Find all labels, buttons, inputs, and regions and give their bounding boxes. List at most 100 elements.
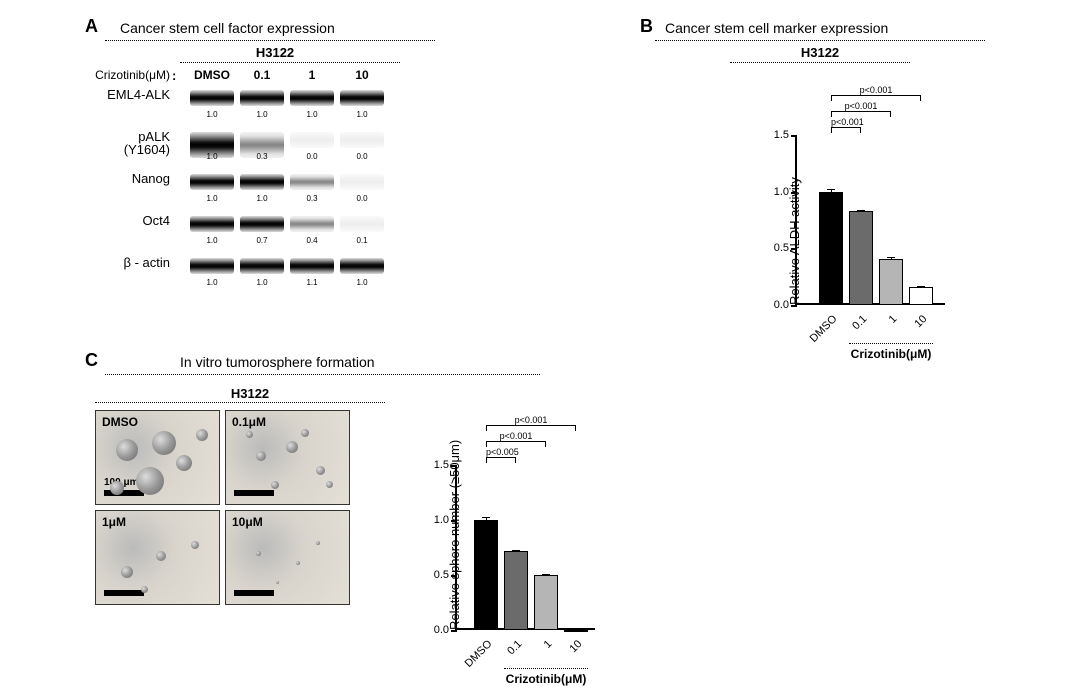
panel-c-cellline-underline: [95, 402, 385, 403]
wb-quantification: 0.0: [340, 152, 384, 161]
panel-c-cellline: H3122: [220, 386, 280, 401]
p-bracket: [831, 127, 861, 128]
tumorosphere-shape: [316, 541, 320, 545]
wb-band: [340, 90, 384, 106]
panel-a-underline: [105, 40, 435, 41]
tumorosphere-shape: [256, 451, 266, 461]
colon: :: [172, 68, 176, 83]
p-value-label: p<0.005: [486, 447, 516, 457]
chart-frame: 0.00.51.01.5Relative sphere number (≥50μ…: [455, 465, 595, 630]
bar: [564, 630, 588, 632]
tumorosphere-shape: [301, 429, 309, 437]
wb-band: [240, 174, 284, 190]
wb-quantification: 0.1: [340, 236, 384, 245]
panel-b-cellline-underline: [730, 62, 910, 63]
scale-bar: [234, 590, 274, 596]
error-cap: [857, 210, 865, 211]
panel-a-cellline-underline: [180, 62, 400, 63]
wb-quantification: 1.0: [240, 194, 284, 203]
x-category-label: 10: [548, 638, 585, 675]
wb-quantification: 1.0: [190, 110, 234, 119]
wb-quantification: 1.0: [190, 236, 234, 245]
bar: [474, 520, 498, 630]
bar: [849, 211, 873, 305]
lane-label: 1: [290, 68, 334, 82]
panel-c-underline: [105, 374, 540, 375]
micrograph: 10μM: [225, 510, 350, 605]
bar: [879, 259, 903, 305]
panel-c-title: In vitro tumorosphere formation: [180, 354, 375, 370]
y-axis-label: Relative sphere number (≥50μm): [447, 440, 462, 630]
wb-band: [240, 258, 284, 274]
panel-a-label: A: [85, 16, 98, 37]
x-category-label: DMSO: [803, 313, 840, 350]
error-cap: [482, 517, 490, 518]
wb-band: [290, 132, 334, 148]
tumorosphere-shape: [156, 551, 166, 561]
micrograph: 0.1μM: [225, 410, 350, 505]
x-category-label: 10: [893, 313, 930, 350]
micrograph: 1μM: [95, 510, 220, 605]
tumorosphere-shape: [246, 431, 253, 438]
wb-quantification: 0.3: [290, 194, 334, 203]
error-cap: [827, 189, 835, 190]
micrograph-label: DMSO: [102, 415, 138, 429]
tumorosphere-bar-chart: 0.00.51.01.5Relative sphere number (≥50μ…: [420, 420, 640, 685]
tumorosphere-shape: [271, 481, 279, 489]
chart-frame: 0.00.51.01.5Relative ALDH activityDMSO0.…: [795, 135, 945, 305]
micrograph: DMSO100 μm: [95, 410, 220, 505]
protein-label: pALK (Y1604): [70, 130, 170, 156]
aldh-bar-chart: 0.00.51.01.5Relative ALDH activityDMSO0.…: [760, 90, 990, 360]
x-axis-label: Crizotinib(μM): [504, 672, 588, 686]
micrograph-label: 1μM: [102, 515, 126, 529]
wb-quantification: 0.3: [240, 152, 284, 161]
wb-band: [340, 258, 384, 274]
wb-quantification: 1.0: [240, 278, 284, 287]
tumorosphere-shape: [176, 455, 192, 471]
wb-band: [340, 132, 384, 148]
panel-a-cellline: H3122: [245, 45, 305, 60]
wb-quantification: 1.0: [290, 110, 334, 119]
micrograph-label: 0.1μM: [232, 415, 266, 429]
tumorosphere-shape: [196, 429, 208, 441]
panel-b-underline: [655, 40, 985, 41]
lane-label: DMSO: [190, 68, 234, 82]
x-category-label: 0.1: [833, 313, 870, 350]
wb-quantification: 1.0: [190, 152, 234, 161]
panel-c-label: C: [85, 350, 98, 371]
tumorosphere-shape: [326, 481, 333, 488]
wb-quantification: 1.1: [290, 278, 334, 287]
x-range-line: [504, 668, 588, 669]
tumorosphere-shape: [110, 481, 124, 495]
wb-band: [190, 90, 234, 106]
tumorosphere-shape: [276, 581, 279, 584]
wb-band: [190, 258, 234, 274]
p-value-label: p<0.001: [486, 431, 546, 441]
wb-band: [240, 90, 284, 106]
tumorosphere-shape: [121, 566, 133, 578]
tumorosphere-shape: [256, 551, 261, 556]
p-value-label: p<0.001: [831, 85, 921, 95]
wb-quantification: 1.0: [240, 110, 284, 119]
panel-b-label: B: [640, 16, 653, 37]
error-cap: [512, 550, 520, 551]
bar: [909, 287, 933, 305]
protein-label: EML4-ALK: [70, 88, 170, 101]
wb-quantification: 1.0: [340, 110, 384, 119]
tumorosphere-shape: [141, 586, 148, 593]
wb-band: [290, 174, 334, 190]
tumorosphere-shape: [286, 441, 298, 453]
bar: [534, 575, 558, 630]
wb-quantification: 0.7: [240, 236, 284, 245]
y-axis-label: Relative ALDH activity: [787, 177, 802, 305]
wb-band: [240, 216, 284, 232]
protein-label: β - actin: [70, 256, 170, 269]
treatment-label: Crizotinib(μM): [60, 68, 170, 82]
wb-quantification: 0.0: [340, 194, 384, 203]
p-bracket: [486, 425, 576, 426]
wb-band: [290, 216, 334, 232]
wb-quantification: 0.0: [290, 152, 334, 161]
lane-label: 10: [340, 68, 384, 82]
wb-band: [340, 216, 384, 232]
wb-quantification: 0.4: [290, 236, 334, 245]
